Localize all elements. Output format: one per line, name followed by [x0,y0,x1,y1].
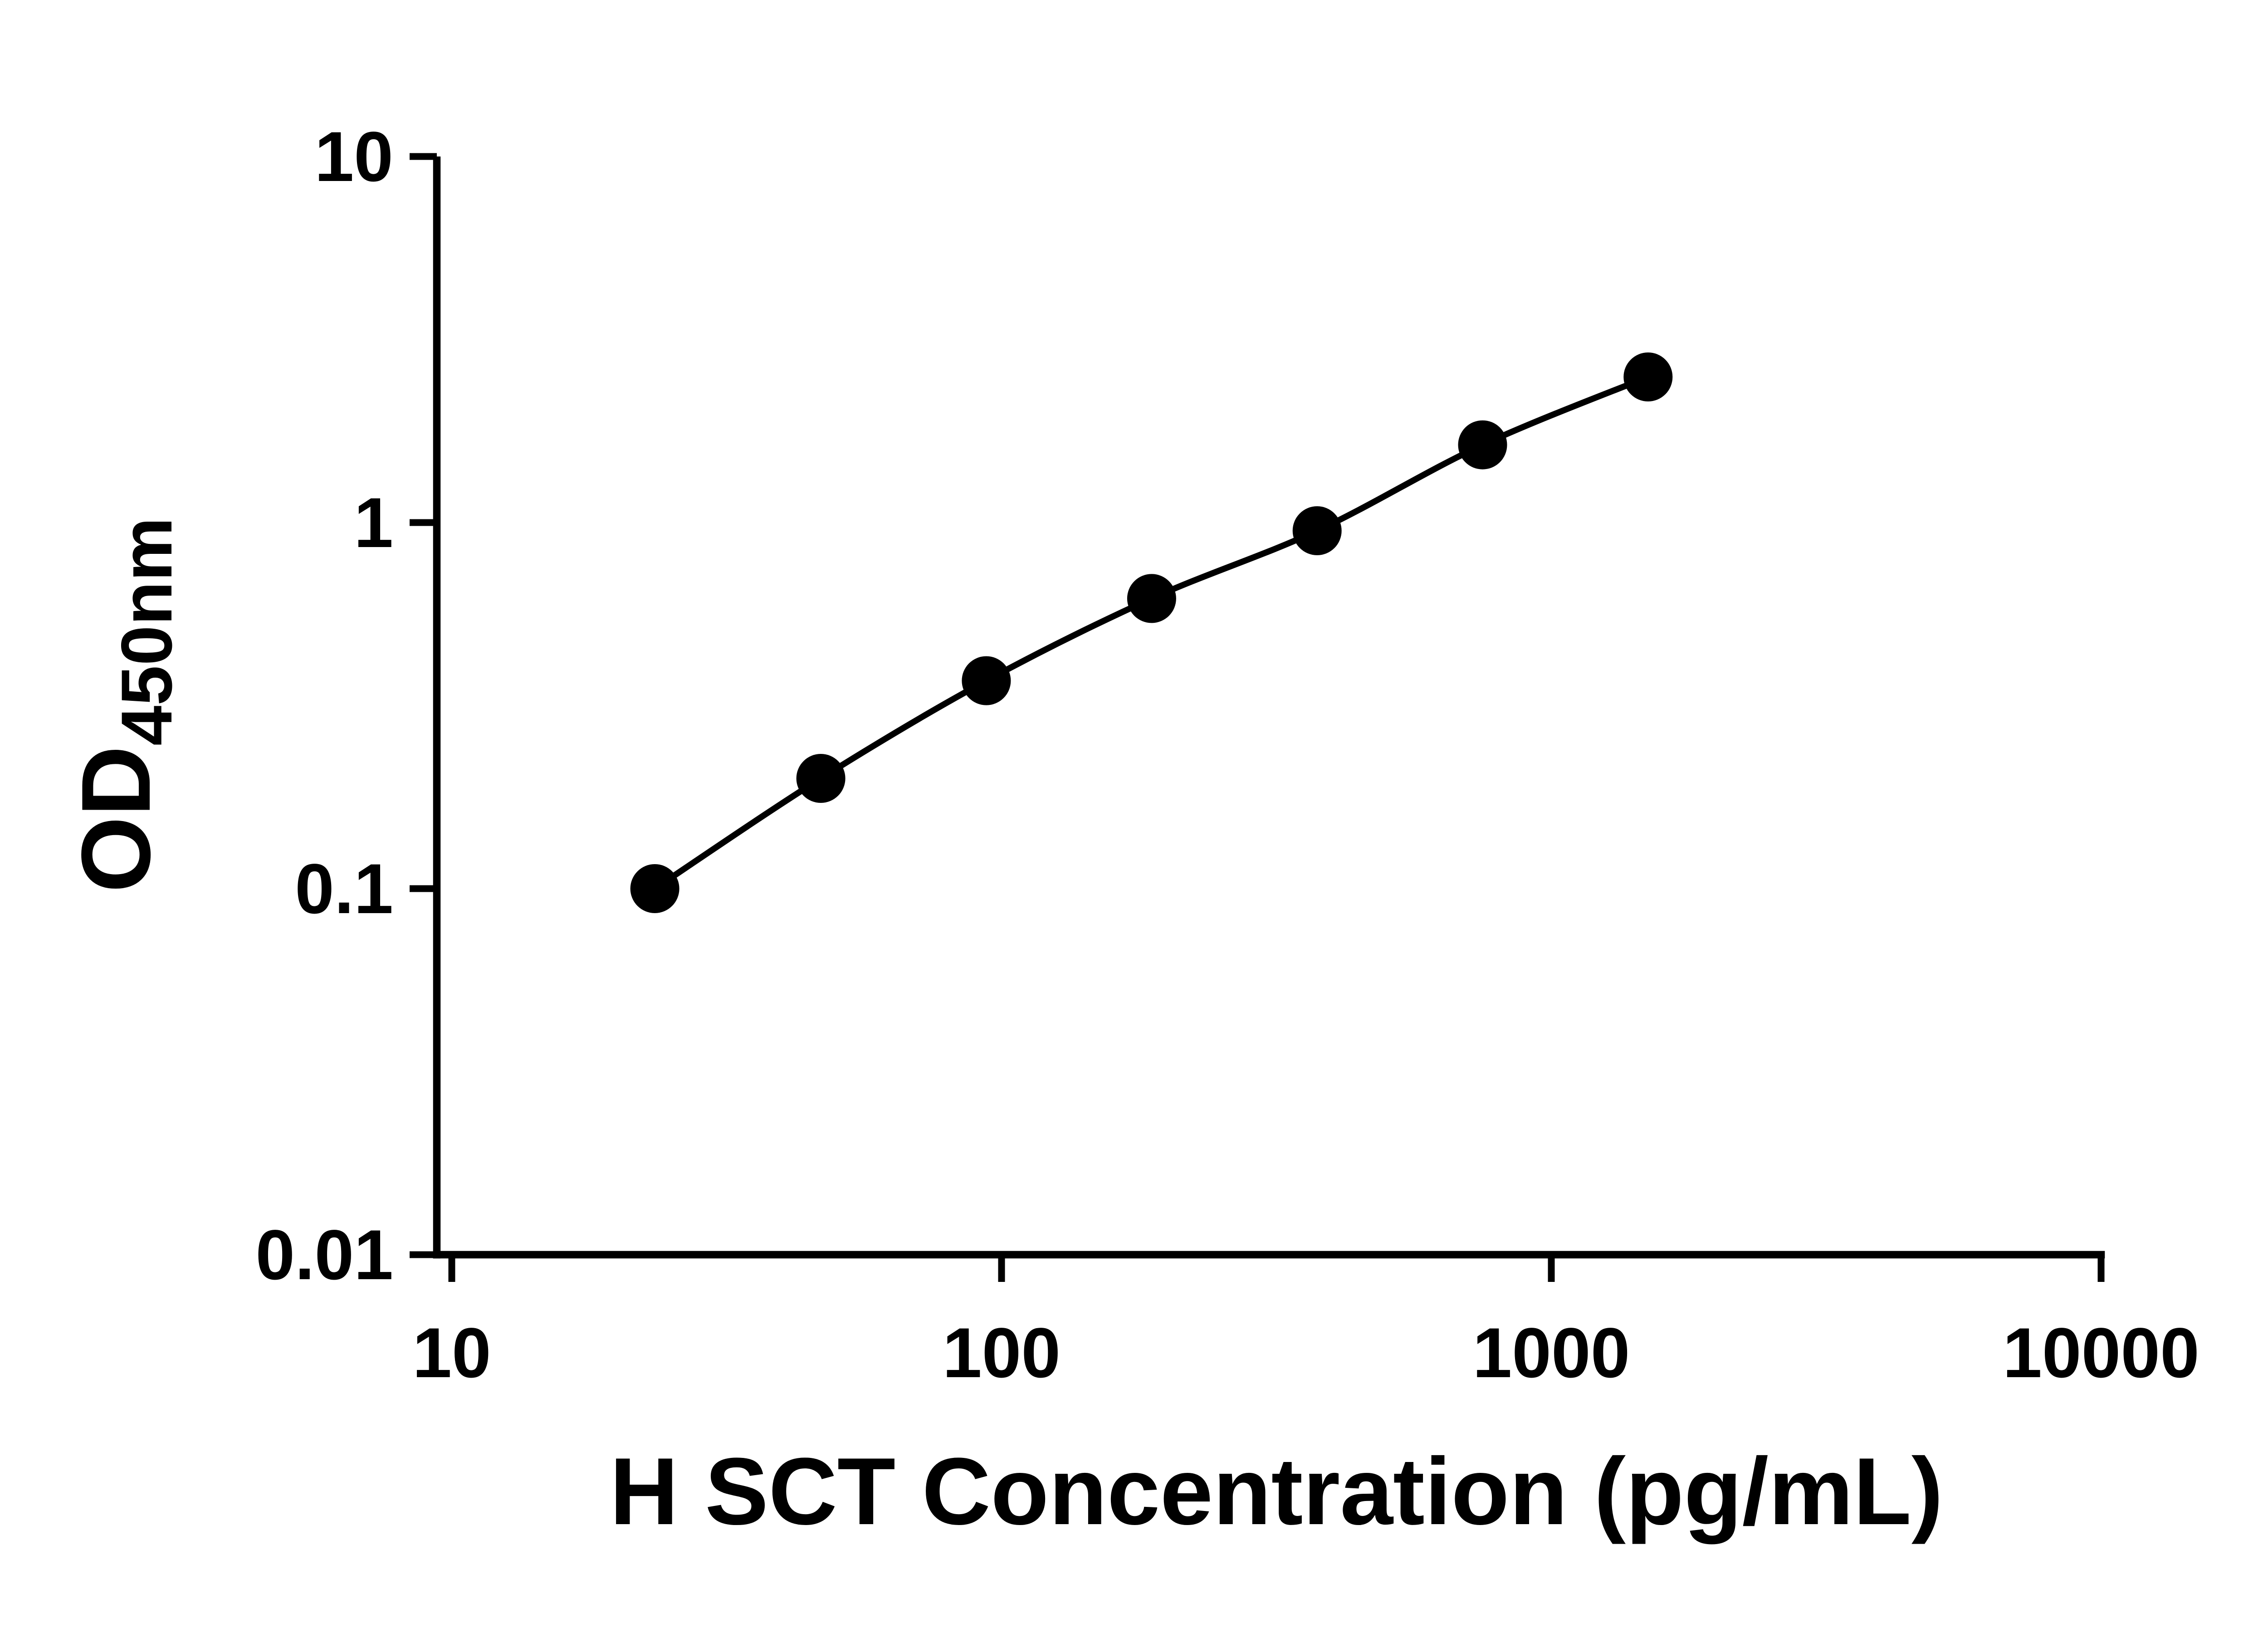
data-point-2 [796,754,846,803]
data-point-7 [1623,352,1673,401]
data-point-6 [1458,420,1507,469]
axes [433,156,2105,1259]
data-point-3 [962,656,1011,705]
axis-ticks: 10 100 1000 10000 10 1 0.1 0.01 [255,117,2200,1393]
x-tick-label-100: 100 [943,1314,1061,1393]
x-tick-label-10000: 10000 [2003,1314,2200,1393]
x-axis-title: H SCT Concentration (pg/mL) [610,1438,1943,1545]
data-series [630,352,1673,913]
y-axis-title: OD450nm [61,517,187,893]
y-tick-label-1: 1 [354,484,393,562]
x-tick-label-1000: 1000 [1472,1314,1630,1393]
x-tick-label-10: 10 [412,1314,491,1393]
y-tick-label-10: 10 [314,117,393,196]
y-tick-label-0.01: 0.01 [255,1216,393,1295]
data-point-1 [630,864,679,913]
data-point-5 [1292,506,1342,555]
data-point-4 [1127,574,1176,623]
y-tick-label-0.1: 0.1 [295,850,393,929]
y-axis-title-text: OD [61,746,171,893]
y-axis-title-subscript: 450nm [106,517,187,746]
